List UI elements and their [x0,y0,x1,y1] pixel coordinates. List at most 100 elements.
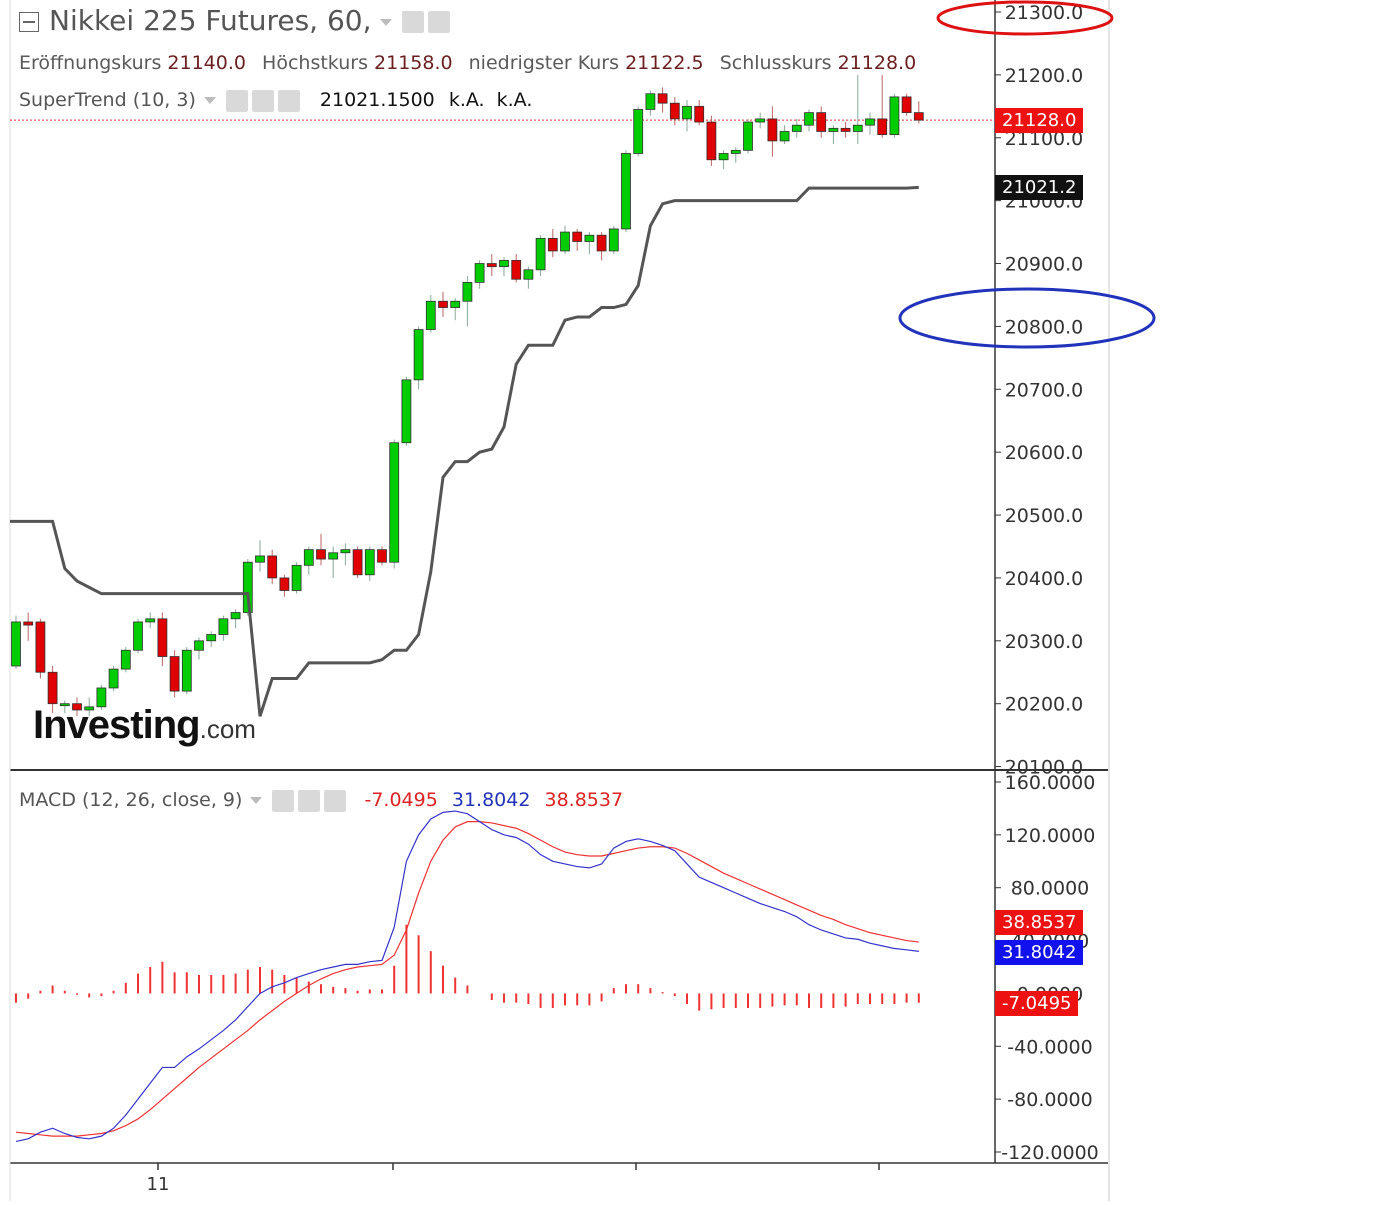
supertrend-na-1: k.A. [448,89,485,111]
supertrend-legend: SuperTrend (10, 3) 21021.1500 k.A. k.A. [19,89,532,112]
candle-down [279,577,290,591]
chart-title-row: Nikkei 225 Futures, 60, [19,4,454,37]
macd-line-value: 31.8042 [451,789,531,811]
candle-down [913,112,924,121]
candle-down [767,118,778,142]
macd-tick-label: -120.0000 [1001,1142,1099,1164]
eye-icon[interactable] [272,789,295,812]
candle-down [169,656,180,692]
candle-down [352,549,363,576]
collapse-icon[interactable] [19,12,39,32]
hist-price-tag: -7.0495 [995,991,1079,1016]
candle-down [572,231,583,242]
candle-up [852,124,863,132]
candle-up [474,263,485,283]
blue-annotation-ellipse [898,287,1156,349]
low-label: niedrigster Kurs [468,52,620,74]
supertrend-price-tag: 21021.2 [995,175,1084,200]
candle-down [72,703,82,711]
supertrend-name: SuperTrend (10, 3) [19,89,196,111]
candle-up [230,612,241,620]
supertrend-na-2: k.A. [496,89,533,111]
candle-up [828,127,839,132]
candle-up [108,668,119,689]
candle-up [633,109,644,154]
candle-down [596,234,607,252]
price-tick-label: 20600.0 [1005,442,1084,464]
candle-up [718,153,729,161]
candle-up [389,442,400,563]
price-tick-label: 20400.0 [1005,568,1084,590]
eye-icon[interactable] [401,11,424,33]
candle-down [877,118,888,136]
price-tick-label: 21100.0 [1005,128,1084,150]
candle-up [779,131,790,142]
candle-down [35,621,46,673]
last-price-tag: 21128.0 [995,108,1084,133]
price-tick-label: 20300.0 [1005,631,1084,653]
eye-icon[interactable] [225,89,248,112]
supertrend-value: 21021.1500 [319,89,435,111]
price-tick-label: 21300.0 [1005,2,1084,24]
candle-up [364,549,375,576]
macd-price-tag: 31.8042 [995,940,1084,965]
candle-up [413,329,424,381]
candle-down [47,671,58,705]
red-annotation-ellipse [936,0,1114,36]
gear-icon[interactable] [298,789,321,812]
gear-icon[interactable] [251,89,274,112]
candle-up [303,549,314,566]
candle-up [84,706,95,711]
candle-up [291,564,302,591]
candle-up [181,649,192,692]
candle-up [755,118,766,123]
macd-signal-value: 38.8537 [544,789,624,811]
macd-line [15,810,919,1143]
candle-up [499,259,509,268]
ohlc-legend: Eröffnungskurs 21140.0 Höchstkurs 21158.… [19,52,926,74]
candle-up [791,124,802,132]
chevron-down-icon[interactable] [250,797,263,804]
macd-hist-value: -7.0495 [364,789,438,811]
candle-down [706,121,717,161]
low-value: 21122.5 [625,52,704,74]
gear-icon[interactable] [427,11,450,33]
price-tick-label: 20200.0 [1005,694,1084,716]
candle-up [804,112,814,126]
candle-up [145,618,156,623]
candle-up [560,231,570,252]
price-tick-label: 20800.0 [1005,316,1084,338]
candle-down [694,105,705,123]
candle-up [242,561,253,613]
chart-title: Nikkei 225 Futures, 60, [49,4,372,37]
candle-down [657,93,668,104]
candle-up [608,228,619,252]
candle-down [316,549,326,560]
supertrend-line [10,185,919,717]
macd-tick-label: 160.0000 [1005,772,1096,794]
candle-down [486,263,497,268]
open-value: 21140.0 [167,52,246,74]
candle-up [218,618,229,635]
close-icon[interactable] [277,89,300,112]
candle-up [535,237,546,271]
high-value: 21158.0 [374,52,453,74]
candle-up [865,118,875,126]
price-tick-label: 20900.0 [1005,254,1084,276]
candle-up [120,649,131,670]
candle-up [11,621,21,667]
candle-up [133,621,143,651]
candle-up [194,640,204,651]
macd-name: MACD (12, 26, close, 9) [19,789,243,811]
candle-down [901,96,912,114]
candle-down [377,549,387,563]
chevron-down-icon[interactable] [203,97,216,104]
close-icon[interactable] [324,789,347,812]
macd-tick-label: -40.0000 [1007,1036,1092,1058]
candle-down [438,300,448,308]
investing-logo: Investing.com [33,703,256,747]
macd-tick-label: -80.0000 [1007,1089,1092,1111]
open-label: Eröffnungskurs [19,52,162,74]
chevron-down-icon[interactable] [379,18,392,26]
candle-up [206,634,217,642]
